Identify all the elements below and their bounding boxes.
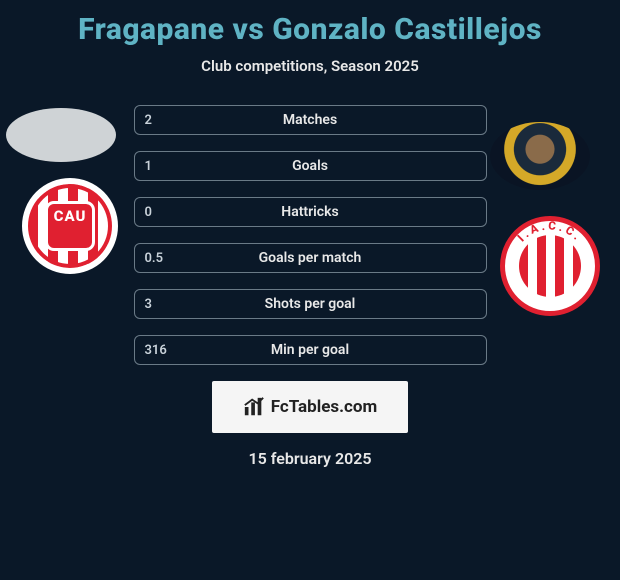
bar-label: Shots per goal: [135, 290, 486, 318]
stats-icon: [243, 396, 265, 418]
player-photo-right: [490, 122, 590, 190]
bar-row: 3 Shots per goal: [134, 289, 487, 319]
comparison-bars: 2 Matches 1 Goals 0 Hattricks 0.5 Goals …: [134, 105, 487, 365]
bar-left-value: 0: [145, 198, 152, 226]
page-subtitle: Club competitions, Season 2025: [0, 57, 620, 75]
bar-row: 2 Matches: [134, 105, 487, 135]
bar-left-value: 3: [145, 290, 152, 318]
bar-row: 316 Min per goal: [134, 335, 487, 365]
footer-date: 15 february 2025: [0, 449, 620, 468]
bar-row: 0.5 Goals per match: [134, 243, 487, 273]
bar-row: 0 Hattricks: [134, 197, 487, 227]
bar-label: Goals per match: [135, 244, 486, 272]
bar-label: Hattricks: [135, 198, 486, 226]
bar-label: Matches: [135, 106, 486, 134]
bar-left-value: 316: [145, 336, 167, 364]
bar-row: 1 Goals: [134, 151, 487, 181]
bar-left-value: 0.5: [145, 244, 164, 272]
footer-brand-badge: FcTables.com: [212, 381, 408, 433]
club-crest-right: [500, 216, 600, 316]
footer-brand-text: FcTables.com: [271, 397, 377, 417]
bar-label: Min per goal: [135, 336, 486, 364]
club-crest-left: [22, 178, 118, 274]
page-title: Fragapane vs Gonzalo Castillejos: [0, 0, 620, 47]
bar-left-value: 1: [145, 152, 152, 180]
bar-label: Goals: [135, 152, 486, 180]
player-photo-left: [6, 108, 116, 162]
bar-left-value: 2: [145, 106, 152, 134]
